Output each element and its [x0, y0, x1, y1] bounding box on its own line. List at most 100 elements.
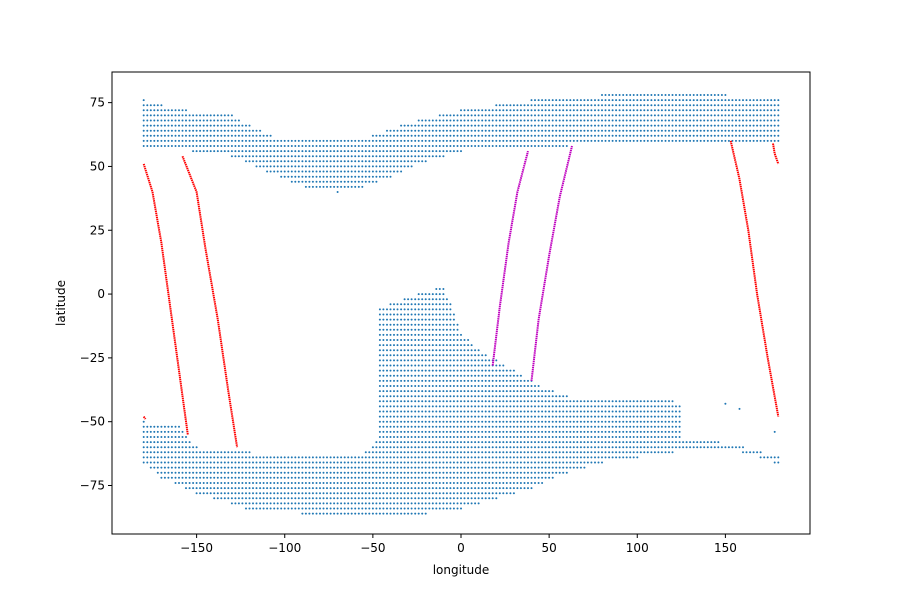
grid-point [445, 415, 448, 418]
grid-point [294, 456, 297, 459]
grid-point [428, 308, 431, 311]
grid-point [340, 492, 343, 495]
grid-point [428, 150, 431, 153]
grid-point [481, 124, 484, 127]
grid-point [378, 354, 381, 357]
grid-point [414, 410, 417, 413]
grid-point [660, 134, 663, 137]
grid-point [280, 456, 283, 459]
grid-point [660, 441, 663, 444]
grid-point [562, 124, 565, 127]
grid-point [470, 359, 473, 362]
grid-point [534, 456, 536, 459]
grid-point [146, 119, 149, 122]
grid-point [509, 441, 512, 444]
grid-point [403, 150, 406, 153]
grid-point [445, 471, 448, 474]
grid-point [491, 379, 494, 382]
grid-point [703, 446, 706, 449]
grid-point [481, 354, 484, 357]
grid-point [636, 134, 639, 137]
grid-point [386, 313, 388, 316]
grid-point [407, 425, 410, 428]
grid-point [234, 139, 237, 142]
grid-point [431, 385, 434, 387]
grid-point [671, 99, 674, 102]
grid-point [350, 512, 353, 515]
grid-point [393, 339, 395, 341]
grid-point [671, 124, 674, 127]
grid-point [417, 308, 420, 311]
grid-point [523, 446, 526, 449]
grid-point [421, 497, 424, 500]
grid-point [668, 104, 670, 107]
grid-point [389, 507, 392, 510]
grid-point [315, 466, 318, 469]
grid-point [259, 461, 262, 464]
grid-point [407, 456, 410, 459]
grid-point [544, 471, 547, 474]
grid-point [283, 476, 286, 479]
grid-point [322, 502, 325, 505]
grid-point [301, 461, 304, 464]
grid-point [594, 441, 596, 444]
grid-point [343, 139, 346, 142]
grid-point [682, 441, 685, 444]
grid-point [456, 385, 459, 387]
grid-point [713, 104, 716, 107]
grid-point [347, 185, 350, 188]
grid-point [276, 160, 279, 163]
grid-point [393, 359, 395, 362]
grid-point [548, 425, 551, 428]
grid-point [608, 441, 611, 444]
grid-point [703, 104, 706, 107]
grid-point [400, 145, 403, 147]
grid-point [509, 385, 512, 387]
grid-point [608, 430, 611, 433]
grid-point [276, 456, 279, 459]
grid-point [527, 410, 529, 413]
grid-point [149, 456, 152, 459]
grid-point [304, 482, 307, 484]
grid-point [498, 369, 501, 372]
grid-point [477, 390, 480, 393]
grid-point [424, 129, 427, 132]
grid-point [378, 415, 381, 418]
grid-point [181, 139, 184, 142]
grid-point [160, 441, 163, 444]
grid-point [586, 441, 589, 444]
grid-point [414, 308, 417, 311]
grid-point [643, 109, 646, 112]
grid-point [156, 441, 159, 444]
grid-point [393, 512, 395, 515]
grid-point [463, 395, 466, 398]
grid-point [146, 446, 149, 449]
grid-point [696, 114, 699, 117]
grid-point [505, 487, 508, 490]
grid-point [435, 395, 438, 398]
grid-point [199, 124, 202, 127]
grid-point [382, 441, 385, 444]
grid-point [650, 420, 653, 423]
grid-point [445, 466, 448, 469]
grid-point [245, 466, 247, 469]
grid-point [491, 461, 494, 464]
grid-point [664, 109, 667, 112]
grid-point [393, 400, 395, 403]
grid-point [445, 487, 448, 490]
grid-point [386, 129, 388, 132]
grid-point [174, 451, 177, 454]
grid-point [389, 395, 392, 398]
grid-point [696, 124, 699, 127]
track-3 [530, 145, 573, 382]
grid-point [431, 339, 434, 341]
grid-point [156, 446, 159, 449]
grid-point [456, 139, 459, 142]
grid-point [347, 160, 350, 163]
grid-point [523, 385, 526, 387]
grid-point [629, 456, 632, 459]
grid-point [393, 492, 395, 495]
grid-point [396, 308, 399, 311]
grid-point [280, 160, 283, 163]
grid-point [424, 369, 427, 372]
